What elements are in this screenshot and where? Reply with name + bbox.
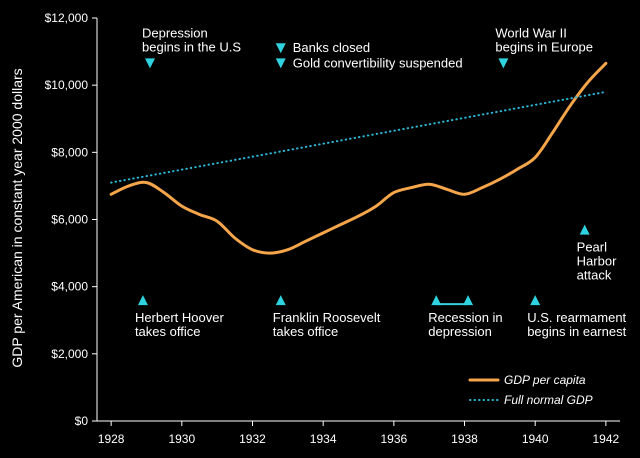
y-tick-label: $12,000 — [45, 11, 89, 25]
annotation-text: begins in Europe — [495, 39, 593, 54]
y-tick-label: $4,000 — [51, 280, 88, 294]
annotation-text: attack — [577, 268, 612, 283]
x-tick-label: 1930 — [168, 432, 195, 446]
triangle-up-icon — [463, 295, 474, 306]
x-tick-label: 1936 — [380, 432, 407, 446]
x-tick-label: 1928 — [98, 432, 125, 446]
series-layer — [109, 61, 608, 255]
x-tick-label: 1934 — [310, 432, 337, 446]
x-tick-label: 1942 — [593, 432, 620, 446]
annotation-text: World War II — [495, 25, 567, 40]
triangle-down-icon — [145, 58, 156, 69]
legend-entry: Full normal GDP — [504, 393, 593, 407]
annotation-text: begins in the U.S — [142, 39, 241, 54]
annotation-text: U.S. rearmament — [527, 310, 626, 325]
annotation-text: takes office — [135, 324, 201, 339]
annotation-text: begins in earnest — [527, 324, 626, 339]
triangle-up-icon — [530, 295, 541, 306]
annotation: Gold convertibility suspended — [275, 55, 463, 70]
triangle-down-icon — [275, 43, 286, 54]
annotation-text: Depression — [142, 25, 208, 40]
annotation-text: Herbert Hoover — [135, 310, 225, 325]
annotation-text: Banks closed — [293, 40, 370, 55]
annotation-text: Pearl — [577, 240, 607, 255]
triangle-up-icon — [137, 295, 148, 306]
annotation-text: Gold convertibility suspended — [293, 55, 463, 70]
annotation: Banks closed — [275, 40, 370, 55]
y-tick-label: $6,000 — [51, 213, 88, 227]
annotation-text: takes office — [273, 324, 339, 339]
y-tick-label: $10,000 — [45, 78, 89, 92]
y-tick-label: $0 — [75, 414, 89, 428]
triangle-up-icon — [431, 295, 442, 306]
annotation-text: Recession in — [428, 310, 502, 325]
x-tick-label: 1940 — [522, 432, 549, 446]
legend: GDP per capita Full normal GDP — [468, 373, 593, 407]
y-axis-label: GDP per American in constant year 2000 d… — [9, 68, 25, 367]
triangle-up-icon — [275, 295, 286, 306]
triangle-up-icon — [579, 224, 590, 235]
y-tick-label: $2,000 — [51, 347, 88, 361]
series-line-full-normal-gdp — [110, 90, 607, 184]
triangle-down-icon — [275, 58, 286, 69]
series-line-gdp-per-capita — [109, 61, 608, 255]
y-tick-label: $8,000 — [51, 145, 88, 159]
legend-entry: GDP per capita — [504, 373, 586, 387]
axes: $0 $2,000 $4,000 $6,000 $8,000 $10,000 $12,000… — [45, 11, 620, 446]
x-tick-label: 1938 — [451, 432, 478, 446]
annotation-text: Franklin Roosevelt — [273, 310, 381, 325]
annotation-text: depression — [428, 324, 492, 339]
triangle-down-icon — [498, 58, 509, 69]
annotation-text: Harbor — [577, 254, 617, 269]
x-tick-label: 1932 — [239, 432, 266, 446]
